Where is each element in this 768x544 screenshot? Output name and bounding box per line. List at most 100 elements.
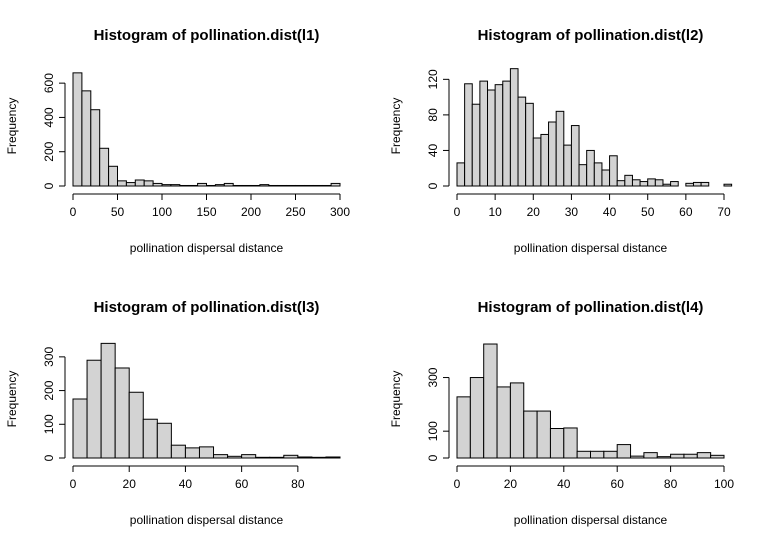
histogram-bar	[188, 184, 199, 187]
histogram-bar	[576, 450, 592, 459]
histogram-bar	[502, 80, 511, 187]
x-tick-label: 40	[557, 477, 571, 491]
histogram-bar	[161, 184, 172, 187]
histogram-bar	[469, 377, 485, 459]
histogram-bar	[72, 72, 83, 187]
histogram-bar	[277, 184, 288, 187]
y-tick-label: 300	[426, 367, 440, 387]
x-tick-label: 20	[504, 477, 518, 491]
histogram-bar	[685, 182, 694, 187]
histogram-bar	[487, 89, 496, 187]
histogram-bar	[311, 456, 327, 459]
histogram-bar	[81, 90, 92, 187]
histogram-bar	[179, 184, 190, 187]
x-axis-label: pollination dispersal distance	[130, 513, 284, 527]
histogram-bar	[456, 162, 466, 187]
y-axis-label: Frequency	[5, 371, 19, 428]
histogram-bar	[609, 155, 618, 187]
histogram-bar	[286, 184, 297, 187]
y-axis-label: Frequency	[5, 98, 19, 155]
x-tick-label: 80	[664, 477, 678, 491]
x-tick-label: 20	[123, 477, 137, 491]
histogram-bar	[723, 183, 733, 187]
histogram-bar	[125, 182, 136, 187]
x-tick-label: 60	[679, 205, 693, 219]
histogram-bar	[631, 179, 641, 187]
histogram-bar	[590, 450, 605, 459]
y-tick-label: 600	[42, 73, 56, 93]
histogram-bar	[232, 184, 243, 187]
histogram-panel-3: Histogram of pollination.dist(l3) 0 20 40 60…	[5, 299, 341, 527]
histogram-bar	[170, 184, 181, 187]
x-tick-label: 50	[641, 205, 655, 219]
histogram-bar	[525, 102, 534, 187]
histogram-bar	[295, 184, 305, 187]
x-tick-label: 50	[111, 205, 125, 219]
x-tick-label: 0	[454, 477, 461, 491]
y-tick-label: 400	[42, 107, 56, 127]
histogram-bar	[269, 456, 285, 459]
histogram-bar	[303, 184, 314, 187]
histogram-bar	[214, 184, 225, 187]
histogram-bar	[268, 184, 279, 187]
histogram-bar	[86, 359, 102, 459]
histogram-bar	[578, 164, 588, 187]
histogram-bar	[555, 110, 565, 187]
histogram-bar	[330, 182, 341, 187]
histogram-bar	[99, 147, 110, 187]
x-tick-label: 300	[330, 205, 350, 219]
histogram-bar	[483, 343, 498, 459]
histogram-bar	[494, 84, 504, 187]
y-tick-label: 300	[42, 347, 56, 367]
histogram-bar	[540, 133, 550, 187]
y-tick-label: 0	[426, 454, 440, 461]
histogram-bar	[259, 184, 270, 187]
y-tick-label: 100	[42, 414, 56, 434]
histogram-bar	[206, 184, 216, 187]
x-tick-label: 60	[235, 477, 249, 491]
histogram-bar	[117, 180, 127, 187]
histogram-panel-4: Histogram of pollination.dist(l4) 0 20 40 60…	[389, 299, 734, 527]
x-tick-label: 100	[714, 477, 734, 491]
y-tick-label: 200	[42, 141, 56, 161]
histogram-bar	[616, 444, 632, 459]
histogram-bar	[647, 178, 656, 187]
histogram-bar	[683, 453, 698, 459]
histogram-bar	[586, 149, 595, 187]
histogram-bar	[223, 182, 234, 187]
histogram-bar	[227, 455, 243, 459]
x-tick-label: 100	[152, 205, 172, 219]
y-tick-label: 40	[426, 143, 440, 157]
histogram-bar	[700, 181, 710, 187]
histogram-bar	[563, 144, 572, 187]
x-tick-label: 150	[196, 205, 216, 219]
x-tick-label: 40	[179, 477, 193, 491]
histogram-bar	[603, 450, 618, 459]
histogram-bar	[548, 121, 557, 187]
x-tick-label: 40	[603, 205, 617, 219]
chart-title: Histogram of pollination.dist(l3)	[94, 299, 320, 316]
histogram-bar	[325, 456, 341, 459]
histogram-bar	[593, 162, 603, 187]
histogram-bar	[184, 447, 200, 459]
x-tick-label: 30	[565, 205, 579, 219]
histogram-bar	[197, 182, 208, 187]
histogram-bar	[517, 96, 527, 187]
histogram-bar	[297, 456, 313, 459]
histogram-bar	[624, 174, 633, 187]
histogram-bar	[128, 391, 144, 459]
histogram-bar	[312, 184, 323, 187]
y-tick-label: 0	[426, 182, 440, 189]
histogram-bar	[509, 68, 519, 187]
histogram-bar	[170, 444, 186, 459]
x-tick-label: 0	[70, 477, 77, 491]
histogram-bar	[241, 454, 257, 459]
histogram-bar	[250, 184, 261, 187]
histogram-bar	[283, 454, 299, 459]
histogram-bar	[114, 367, 130, 459]
x-tick-label: 0	[70, 205, 77, 219]
y-tick-label: 200	[42, 380, 56, 400]
histogram-bar	[479, 80, 489, 187]
histogram-bar	[630, 455, 645, 459]
x-tick-label: 250	[285, 205, 305, 219]
